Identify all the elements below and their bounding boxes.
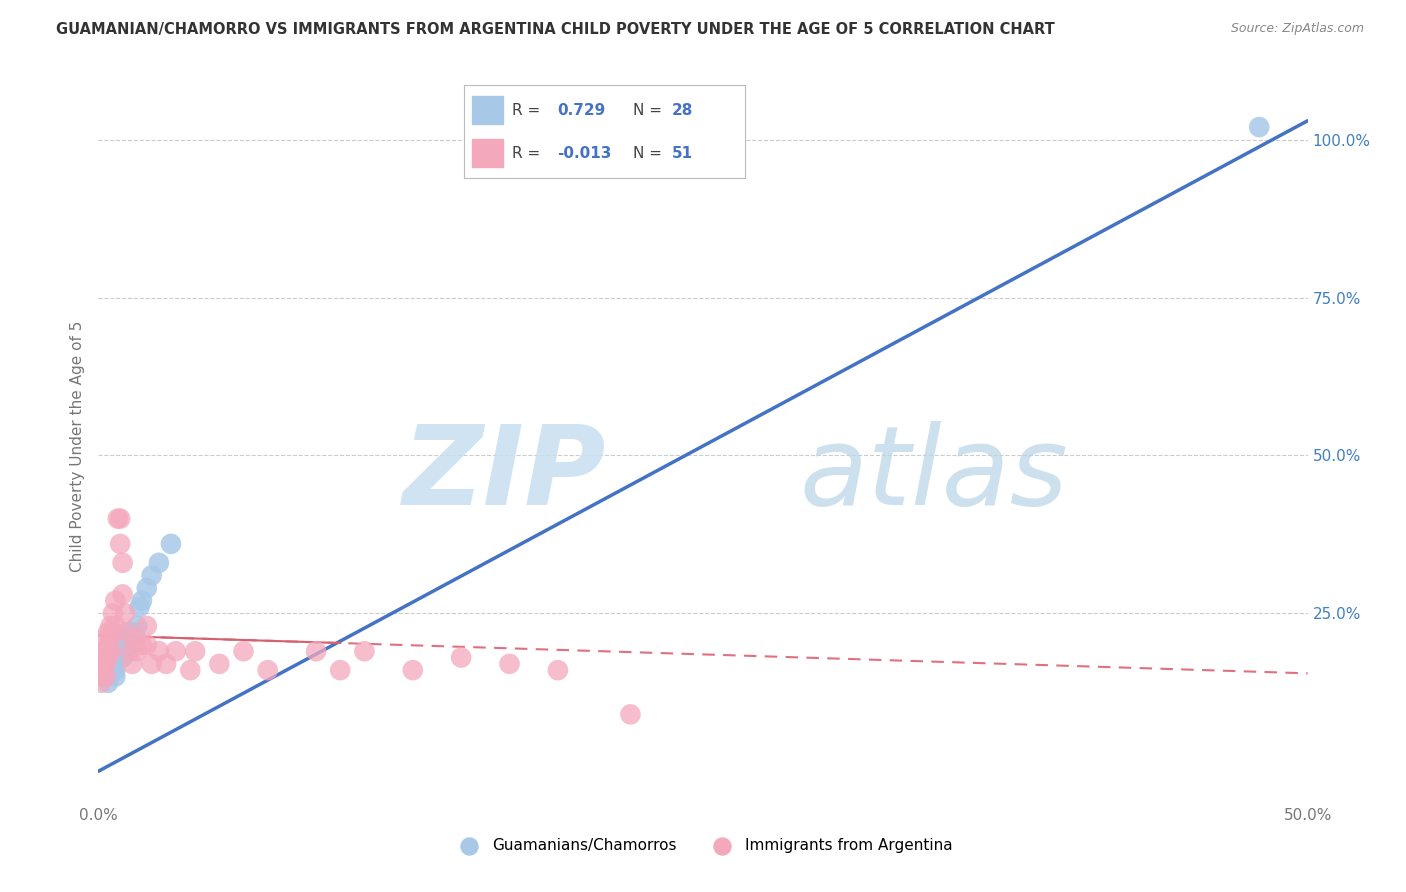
Point [547,663,569,677]
Text: atlas: atlas [800,421,1069,528]
Point [101,625,124,640]
Text: R =: R = [512,103,546,118]
Text: N =: N = [633,103,666,118]
Point [127,644,149,658]
Point [97,638,120,652]
Point [104,663,127,677]
Point [104,619,127,633]
Point [1249,120,1271,134]
Point [108,537,131,551]
Point [329,663,352,677]
Point [232,644,254,658]
Point [94,669,117,683]
Text: R =: R = [512,145,546,161]
Point [114,607,136,621]
Y-axis label: Child Poverty Under the Age of 5: Child Poverty Under the Age of 5 [70,320,86,572]
Point [101,657,124,671]
Point [256,663,278,677]
Point [111,556,134,570]
Point [100,657,122,671]
Text: 28: 28 [672,103,693,118]
Point [148,556,170,570]
Text: -0.013: -0.013 [557,145,612,161]
Point [107,644,129,658]
Text: N =: N = [633,145,666,161]
Point [121,657,143,671]
Point [165,644,187,658]
Point [114,632,136,646]
Point [97,625,120,640]
Point [124,632,146,646]
Bar [472,139,503,167]
Point [90,663,112,677]
Point [305,644,328,658]
Point [100,619,122,633]
Text: 0.729: 0.729 [557,103,605,118]
Point [117,625,139,640]
Legend: Guamanians/Chamorros, Immigrants from Argentina: Guamanians/Chamorros, Immigrants from Ar… [447,832,959,859]
Text: 51: 51 [672,145,693,161]
Point [141,657,163,671]
Point [402,663,425,677]
Point [111,650,134,665]
Text: Source: ZipAtlas.com: Source: ZipAtlas.com [1230,22,1364,36]
Point [108,638,131,652]
Point [135,619,157,633]
Point [97,675,120,690]
Point [91,657,114,671]
Point [135,638,157,652]
Point [121,638,143,652]
Text: GUAMANIAN/CHAMORRO VS IMMIGRANTS FROM ARGENTINA CHILD POVERTY UNDER THE AGE OF 5: GUAMANIAN/CHAMORRO VS IMMIGRANTS FROM AR… [56,22,1054,37]
Bar [472,96,503,124]
Point [131,638,153,652]
Point [108,511,131,525]
Point [208,657,231,671]
Point [141,568,163,582]
Point [104,593,127,607]
Point [135,581,157,595]
Point [101,607,124,621]
Point [114,638,136,652]
Point [91,644,114,658]
Point [90,675,112,690]
Point [155,657,177,671]
Point [131,593,153,607]
Point [117,625,139,640]
Point [91,669,114,683]
Point [94,657,117,671]
Point [127,619,149,633]
Point [128,600,150,615]
Point [108,644,131,658]
Point [124,632,146,646]
Point [100,644,122,658]
Point [90,650,112,665]
Point [498,657,520,671]
Point [94,632,117,646]
Point [124,625,146,640]
Point [107,511,129,525]
Point [111,587,134,601]
Point [184,644,207,658]
Point [619,707,641,722]
Point [111,638,134,652]
Point [104,669,127,683]
Point [353,644,375,658]
Point [179,663,201,677]
Point [91,663,114,677]
Point [160,537,183,551]
Text: ZIP: ZIP [402,421,606,528]
Point [450,650,472,665]
Point [107,650,129,665]
Point [94,644,117,658]
Point [118,632,141,646]
Point [100,632,122,646]
Point [97,650,120,665]
Point [148,644,170,658]
Point [118,644,141,658]
Point [101,650,124,665]
